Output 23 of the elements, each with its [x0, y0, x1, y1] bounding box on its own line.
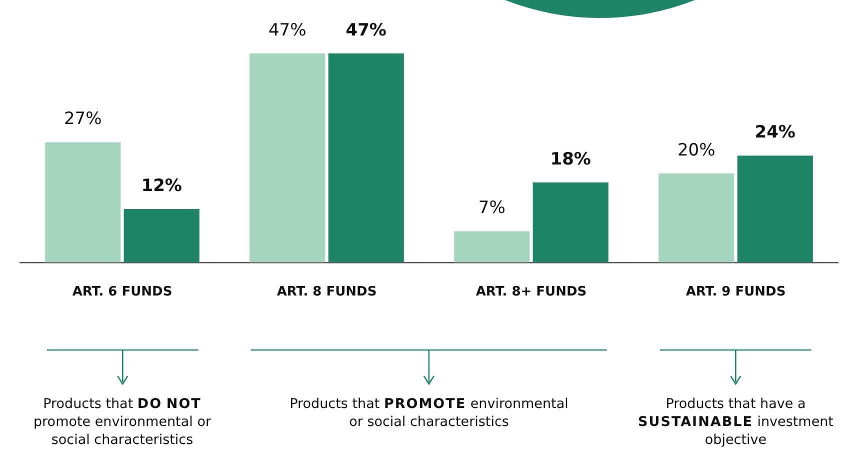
bar: [454, 231, 530, 262]
data-label: 20%: [677, 140, 716, 160]
bar: [124, 209, 200, 262]
bar: [45, 142, 121, 262]
bar: [737, 156, 813, 262]
bar: [532, 182, 608, 262]
data-label: 27%: [64, 109, 102, 130]
bar: [658, 173, 734, 262]
bar: [250, 53, 326, 262]
x-tick-label: ART. 6 FUNDS: [72, 284, 172, 300]
x-tick-label: ART. 8 FUNDS: [276, 284, 377, 300]
data-label: 7%: [478, 198, 506, 218]
text: Products that have a SUSTAINABLE investment objective: [638, 396, 834, 448]
x-tick-label: ART. 9 FUNDS: [686, 284, 786, 300]
text: Products that PROMOTE environmental or social characteristics: [290, 396, 568, 430]
data-label: 18%: [550, 149, 591, 170]
data-label: 47%: [346, 20, 386, 40]
x-tick-label: ART. 8+ FUNDS: [476, 284, 587, 300]
text: Products that DO NOT promote environmental or social characteristics: [33, 396, 211, 448]
bar: [328, 53, 404, 262]
data-label: 47%: [268, 20, 306, 40]
data-label: 12%: [141, 176, 182, 196]
data-label: 24%: [754, 122, 796, 143]
